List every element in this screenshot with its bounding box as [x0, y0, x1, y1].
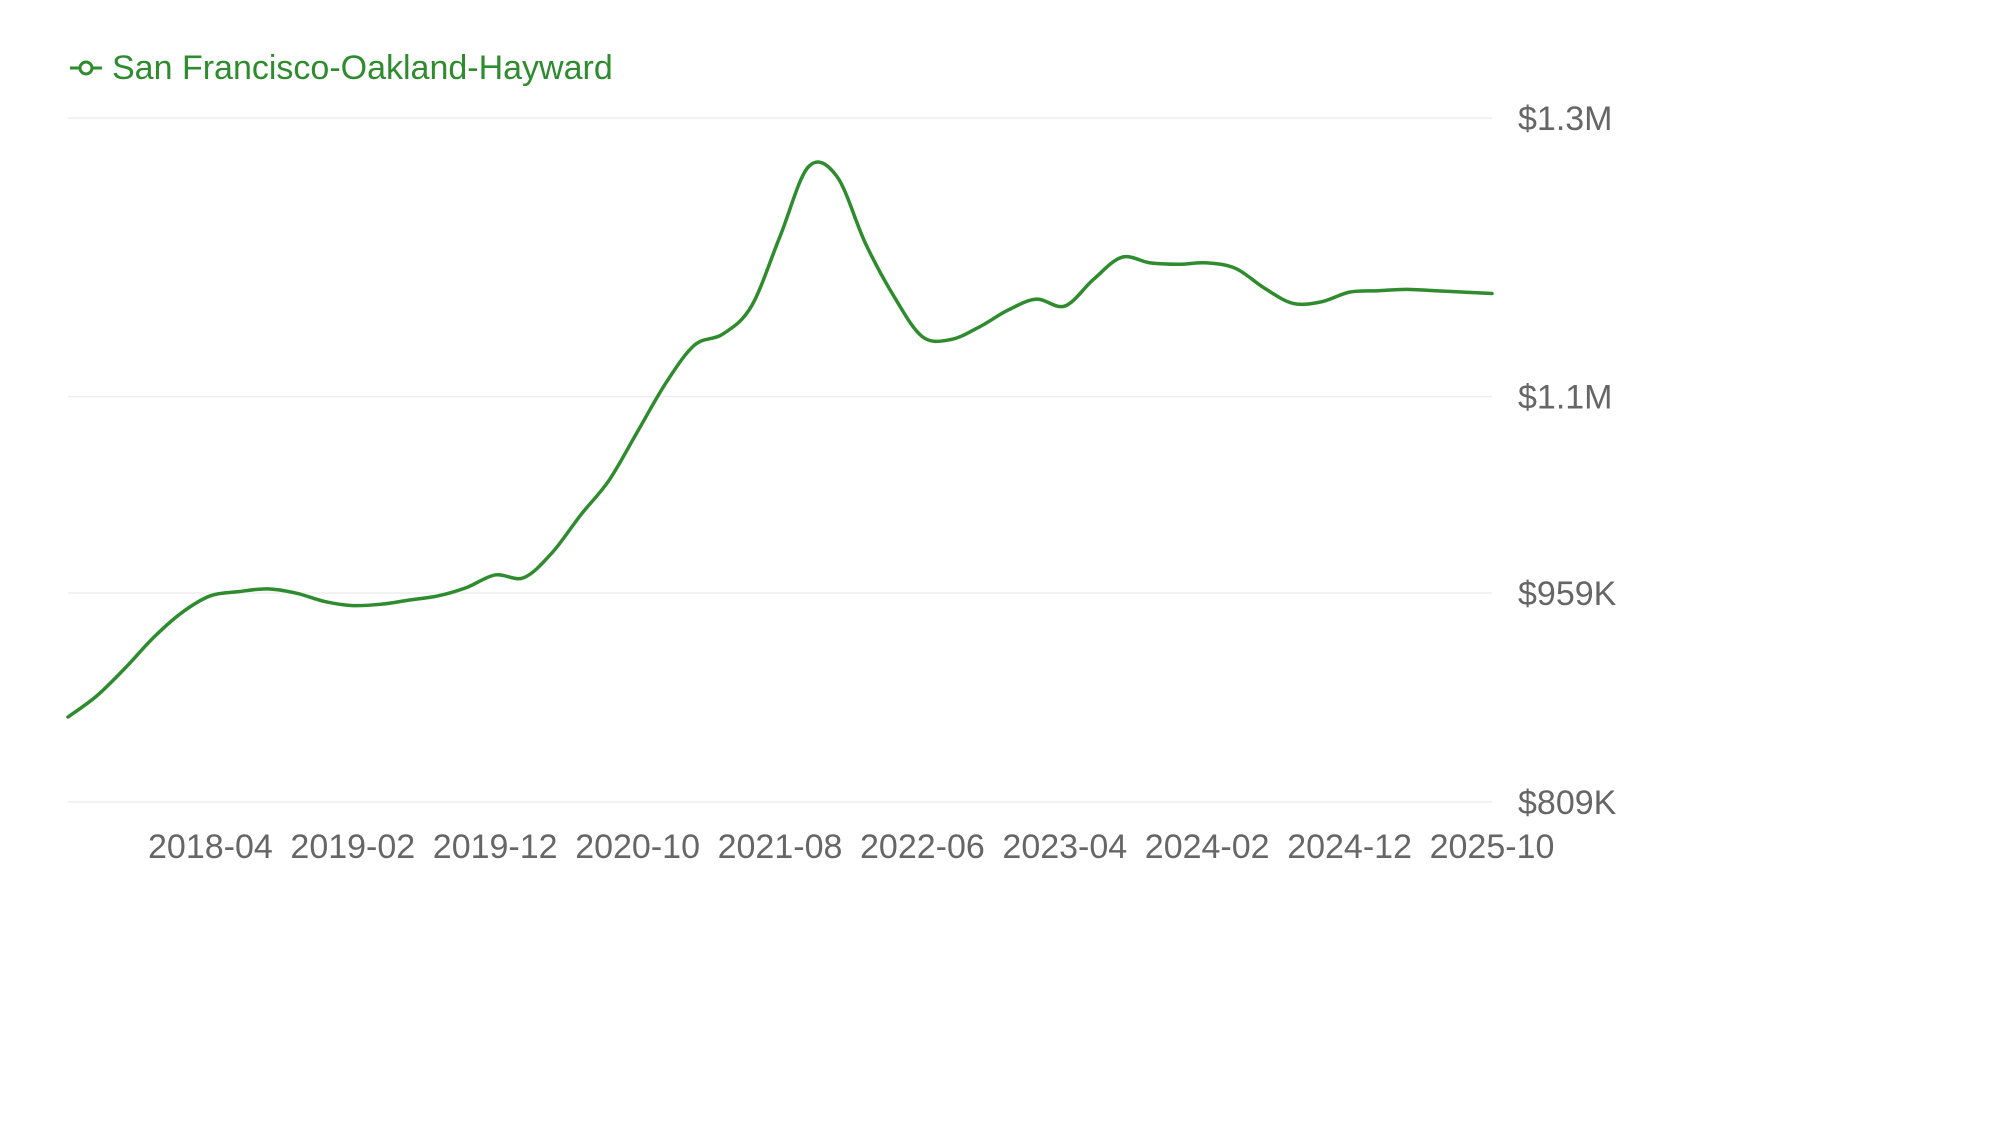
legend-series-marker-icon: [70, 60, 102, 76]
x-tick-label: 2022-06: [860, 828, 985, 866]
series-line[interactable]: [66, 160, 1494, 719]
x-tick-label: 2023-04: [1002, 828, 1127, 866]
series-layer: [66, 160, 1494, 719]
x-tick-label: 2024-02: [1145, 828, 1270, 866]
grid-layer: [68, 117, 1492, 803]
y-tick-label: $959K: [1518, 575, 1617, 613]
x-tick-label: 2025-10: [1430, 828, 1555, 866]
x-axis: 2018-04 2019-02 2019-12 2020-10 2021-08 2022-…: [148, 828, 1554, 866]
x-tick-label: 2021-08: [718, 828, 843, 866]
y-axis: $809K $959K $1.1M $1.3M: [1518, 100, 1617, 822]
y-tick-label: $809K: [1518, 784, 1617, 822]
legend-series-label: San Francisco-Oakland-Hayward: [112, 48, 613, 87]
x-tick-label: 2018-04: [148, 828, 273, 866]
x-tick-label: 2019-12: [433, 828, 558, 866]
x-tick-label: 2020-10: [575, 828, 700, 866]
y-tick-label: $1.1M: [1518, 379, 1613, 417]
legend[interactable]: San Francisco-Oakland-Hayward: [68, 46, 613, 90]
x-tick-label: 2019-02: [290, 828, 415, 866]
y-tick-label: $1.3M: [1518, 100, 1613, 138]
x-tick-label: 2024-12: [1287, 828, 1412, 866]
